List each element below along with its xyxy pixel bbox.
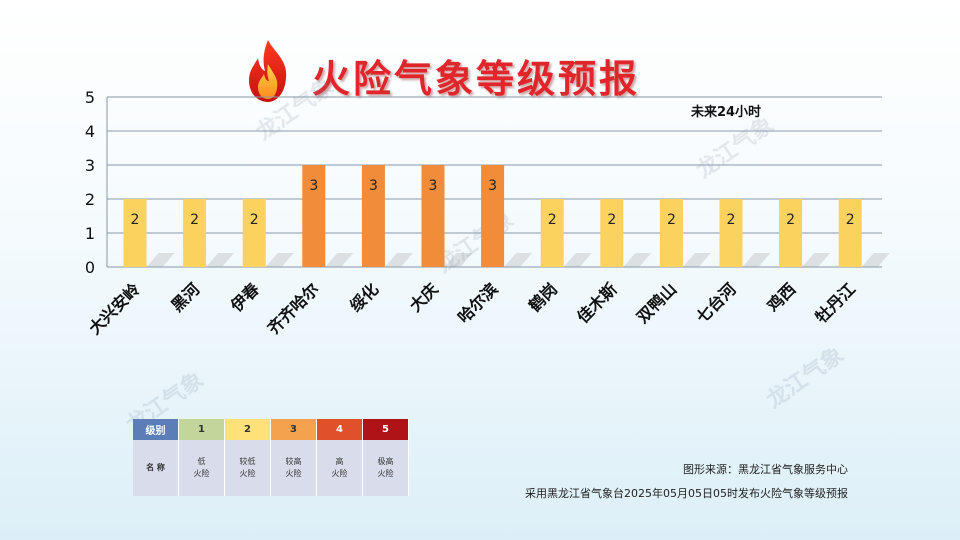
bar-shadow	[563, 253, 592, 267]
legend-name-line: 极高	[377, 457, 394, 466]
bar-shadow	[325, 253, 354, 267]
bar-value-label: 3	[369, 178, 378, 194]
fire-level-legend: 级别 1 2 3 4 5 名 称低火险 较低 火险 较高 火险高火险 极高 火险	[133, 419, 409, 496]
legend-level-2: 2	[224, 419, 271, 440]
bar-value-label: 3	[429, 178, 438, 194]
y-tick-label: 4	[85, 122, 95, 141]
y-axis-ticks: 0 1 2 3 4 5	[85, 88, 95, 277]
x-tick-label: 哈尔滨	[454, 279, 501, 326]
bar	[123, 199, 147, 267]
x-tick-label: 伊春	[226, 279, 263, 316]
bar-value-label: 2	[786, 212, 795, 228]
x-tick-label: 双鸭山	[633, 279, 680, 326]
bar	[779, 199, 803, 267]
bar-shadow	[623, 253, 652, 267]
bar-value-label: 2	[846, 212, 855, 228]
legend-name-line: 火险	[285, 469, 302, 478]
bar-shadow	[861, 253, 890, 267]
bar	[481, 165, 505, 267]
y-tick-label: 1	[85, 224, 95, 243]
legend-name-5: 极高 火险	[362, 440, 409, 496]
bar	[361, 165, 385, 267]
legend-name-line: 较低	[239, 457, 256, 466]
x-tick-label: 鸡西	[763, 279, 800, 316]
bar-value-label: 3	[309, 178, 318, 194]
bar-value-label: 2	[667, 212, 676, 228]
legend-row-label: 名 称	[133, 440, 179, 496]
bar-shadow	[682, 253, 711, 267]
x-tick-label: 绥化	[346, 279, 382, 315]
x-tick-label: 佳木斯	[573, 279, 620, 326]
y-tick-label: 5	[85, 88, 95, 107]
bar-value-label: 2	[548, 212, 557, 228]
y-tick-label: 2	[85, 190, 95, 209]
legend-name-line: 火险	[193, 469, 210, 478]
legend-level-5: 5	[362, 419, 409, 440]
bar-shadow	[742, 253, 771, 267]
forecast-period-annotation: 未来24小时	[690, 104, 761, 120]
x-tick-label: 鹤岗	[525, 279, 561, 315]
x-tick-label: 大庆	[406, 279, 442, 315]
footer-note: 采用黑龙江省气象台2025年05月05日05时发布火险气象等级预报	[525, 487, 848, 500]
legend-name-line: 火险	[239, 469, 256, 478]
bar-shadow	[444, 253, 473, 267]
page-title: 火险气象等级预报	[312, 57, 641, 101]
y-tick-label: 3	[85, 156, 95, 175]
bar	[600, 199, 624, 267]
legend-level-1: 1	[178, 419, 225, 440]
legend-level-3: 3	[270, 419, 317, 440]
legend-header-row: 级别 1 2 3 4 5	[133, 419, 409, 440]
legend-name-line: 较高	[285, 457, 302, 466]
bar-value-label: 2	[727, 212, 736, 228]
flame-icon	[249, 40, 287, 102]
bar-shadow	[802, 253, 831, 267]
legend-level-4: 4	[316, 419, 363, 440]
legend-name-4: 高火险	[316, 440, 363, 496]
bar-shadow	[265, 253, 294, 267]
legend-name-line: 低	[197, 457, 206, 466]
x-tick-label: 七台河	[692, 279, 739, 326]
bar-value-label: 2	[190, 212, 199, 228]
bar	[242, 199, 266, 267]
bar-value-label: 2	[607, 212, 616, 228]
legend-name-2: 较低 火险	[224, 440, 271, 496]
bar	[540, 199, 564, 267]
bar-shadow	[146, 253, 175, 267]
legend-name-row: 名 称低火险 较低 火险 较高 火险高火险 极高 火险	[133, 440, 409, 496]
bar-shadows	[146, 253, 890, 267]
bar-shadow	[504, 253, 533, 267]
legend-name-3: 较高 火险	[270, 440, 317, 496]
bar-shadow	[384, 253, 413, 267]
bar-value-label: 3	[488, 178, 497, 194]
x-tick-label: 齐齐哈尔	[264, 279, 323, 338]
legend-name-1: 低火险	[178, 440, 225, 496]
bars: 2 2 2 3 3 3 3 2 2 2 2 2 2	[123, 165, 862, 267]
bar	[183, 199, 207, 267]
x-tick-label: 大兴安岭	[85, 279, 144, 338]
legend-header-label: 级别	[133, 419, 179, 440]
x-tick-label: 黑河	[167, 279, 203, 315]
legend-name-line: 火险	[377, 469, 394, 478]
legend-name-line: 高	[335, 457, 344, 466]
bar-value-label: 2	[250, 212, 259, 228]
legend-name-line: 火险	[331, 469, 348, 478]
x-tick-label: 牡丹江	[812, 279, 859, 326]
bar	[302, 165, 326, 267]
bar-value-label: 2	[131, 212, 140, 228]
bar	[838, 199, 862, 267]
bar-shadow	[206, 253, 235, 267]
x-axis-labels: 大兴安岭 黑河 伊春 齐齐哈尔 绥化 大庆 哈尔滨 鹤岗 佳木斯 双鸭山 七台河 鸡西 牡丹江	[85, 279, 859, 338]
bar	[659, 199, 683, 267]
bar	[421, 165, 445, 267]
y-tick-label: 0	[85, 258, 95, 277]
footer-source: 图形来源：黑龙江省气象服务中心	[683, 463, 848, 476]
header: 火险气象等级预报	[0, 18, 960, 102]
bar	[719, 199, 743, 267]
